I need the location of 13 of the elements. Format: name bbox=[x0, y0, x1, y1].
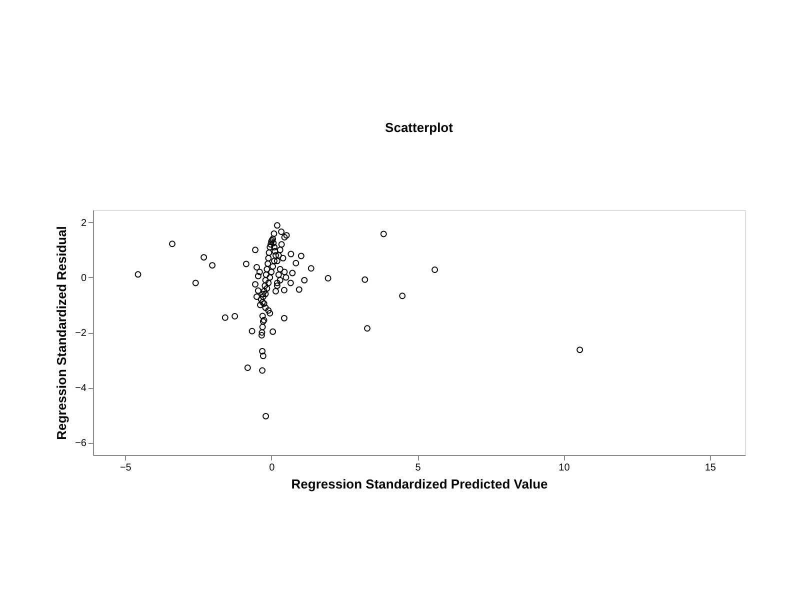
x-tick-label: 15 bbox=[704, 462, 716, 474]
x-axis-title: Regression Standardized Predicted Value bbox=[291, 476, 548, 492]
y-axis-title: Regression Standardized Residual bbox=[54, 226, 70, 440]
y-tick-label: −4 bbox=[75, 383, 87, 394]
y-tick-label: 2 bbox=[80, 218, 87, 229]
y-tick-label: −2 bbox=[75, 328, 87, 339]
x-tick-label: 10 bbox=[558, 462, 570, 474]
chart-title: Scatterplot bbox=[385, 120, 454, 135]
x-tick-label: −5 bbox=[120, 462, 132, 474]
y-tick-label: −6 bbox=[75, 438, 87, 450]
x-tick-label: 0 bbox=[269, 462, 276, 474]
x-tick-label: 5 bbox=[415, 462, 422, 474]
y-tick-label: 0 bbox=[80, 272, 87, 284]
